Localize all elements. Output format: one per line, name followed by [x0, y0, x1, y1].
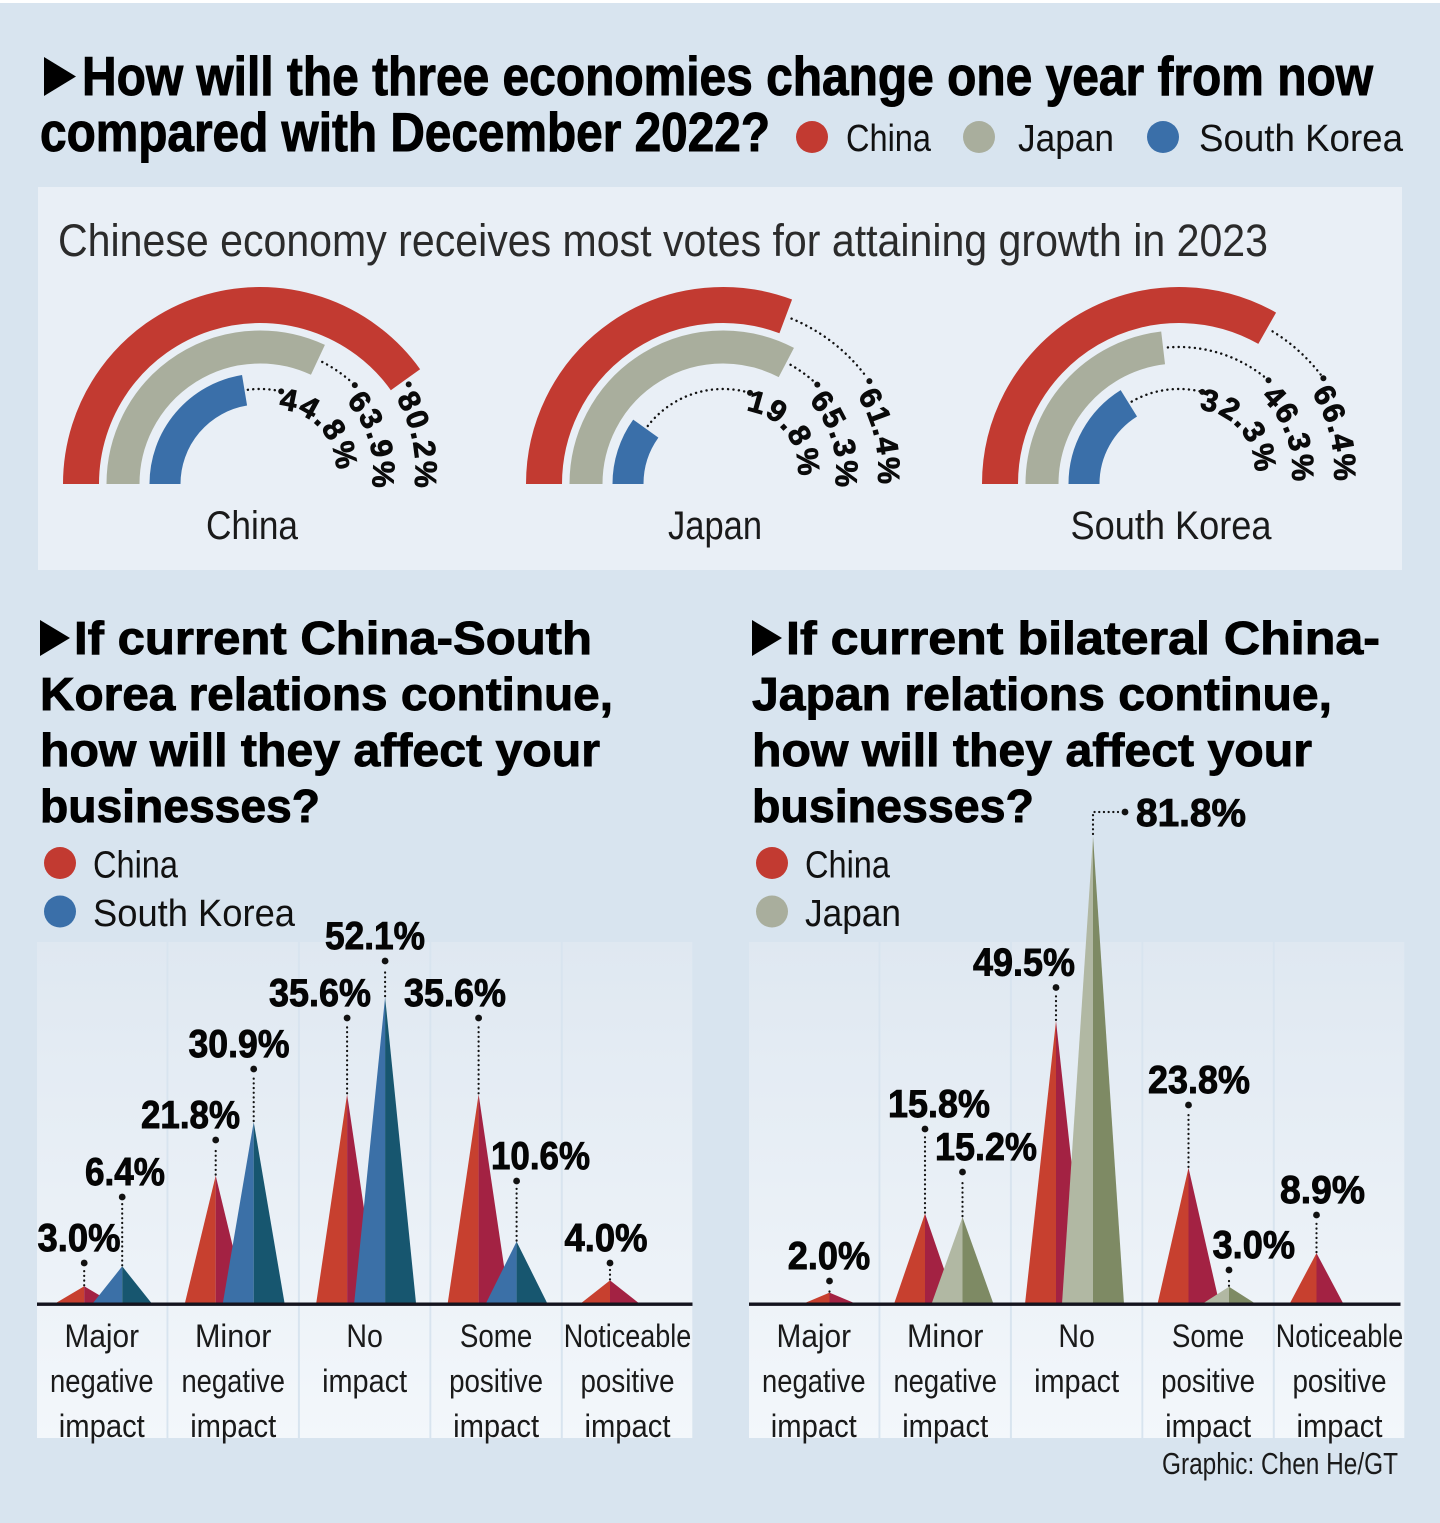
svg-text:No: No	[1058, 1318, 1095, 1354]
svg-text:23.8%: 23.8%	[1148, 1059, 1250, 1102]
svg-text:Some: Some	[460, 1318, 533, 1354]
svg-text:China: China	[93, 845, 179, 887]
svg-text:3.0%: 3.0%	[1213, 1224, 1296, 1267]
svg-text:81.8%: 81.8%	[1136, 792, 1246, 835]
svg-text:impact: impact	[453, 1408, 539, 1444]
svg-text:positive: positive	[1161, 1363, 1255, 1399]
svg-text:Japan: Japan	[1018, 118, 1114, 160]
svg-text:Noticeable: Noticeable	[564, 1318, 692, 1354]
svg-text:China: China	[805, 845, 891, 887]
svg-text:businesses?: businesses?	[40, 780, 320, 832]
svg-text:49.5%: 49.5%	[973, 942, 1075, 985]
svg-text:South Korea: South Korea	[1199, 118, 1404, 160]
svg-text:how will they affect your: how will they affect your	[752, 724, 1312, 776]
svg-text:negative: negative	[50, 1363, 154, 1399]
svg-text:China: China	[206, 504, 299, 548]
svg-text:Minor: Minor	[195, 1318, 272, 1354]
svg-text:6.4%: 6.4%	[85, 1151, 165, 1194]
svg-text:businesses?: businesses?	[752, 780, 1034, 832]
svg-text:No: No	[346, 1318, 383, 1354]
svg-text:Japan relations continue,: Japan relations continue,	[752, 668, 1332, 720]
svg-text:South Korea: South Korea	[1071, 504, 1273, 548]
svg-text:impact: impact	[585, 1408, 671, 1444]
svg-text:positive: positive	[449, 1363, 543, 1399]
svg-text:China: China	[846, 118, 932, 160]
svg-text:3.0%: 3.0%	[38, 1217, 121, 1260]
svg-text:21.8%: 21.8%	[141, 1094, 240, 1137]
svg-text:Major: Major	[777, 1318, 852, 1354]
svg-text:impact: impact	[902, 1408, 988, 1444]
svg-text:Major: Major	[65, 1318, 140, 1354]
svg-text:If current China-South: If current China-South	[74, 612, 592, 664]
svg-text:8.9%: 8.9%	[1280, 1169, 1365, 1212]
svg-text:how will they affect your: how will they affect your	[40, 724, 600, 776]
svg-text:4.0%: 4.0%	[565, 1217, 648, 1260]
svg-text:15.8%: 15.8%	[888, 1083, 990, 1126]
svg-text:impact: impact	[1034, 1363, 1119, 1399]
svg-text:Chinese economy receives most: Chinese economy receives most votes for …	[58, 215, 1268, 266]
svg-text:Minor: Minor	[907, 1318, 984, 1354]
svg-text:compared with December 2022?: compared with December 2022?	[40, 101, 770, 163]
svg-text:positive: positive	[581, 1363, 675, 1399]
svg-text:35.6%: 35.6%	[404, 972, 506, 1015]
svg-text:impact: impact	[1165, 1408, 1251, 1444]
svg-text:positive: positive	[1293, 1363, 1387, 1399]
svg-text:Japan: Japan	[805, 893, 901, 935]
svg-text:South Korea: South Korea	[93, 893, 296, 935]
svg-text:How will the three economies c: How will the three economies change one …	[82, 45, 1373, 107]
svg-text:Noticeable: Noticeable	[1276, 1318, 1404, 1354]
svg-text:Graphic: Chen He/GT: Graphic: Chen He/GT	[1162, 1446, 1398, 1481]
svg-text:negative: negative	[181, 1363, 285, 1399]
svg-text:impact: impact	[1297, 1408, 1383, 1444]
svg-text:negative: negative	[893, 1363, 997, 1399]
svg-text:If current bilateral China-: If current bilateral China-	[786, 612, 1380, 664]
svg-text:Korea relations continue,: Korea relations continue,	[40, 668, 613, 720]
svg-text:2.0%: 2.0%	[788, 1235, 871, 1278]
svg-text:Some: Some	[1172, 1318, 1245, 1354]
svg-text:30.9%: 30.9%	[189, 1023, 290, 1066]
svg-text:impact: impact	[59, 1408, 145, 1444]
svg-text:impact: impact	[322, 1363, 407, 1399]
svg-text:impact: impact	[190, 1408, 276, 1444]
svg-text:impact: impact	[771, 1408, 857, 1444]
svg-text:negative: negative	[762, 1363, 866, 1399]
svg-text:15.2%: 15.2%	[935, 1126, 1037, 1169]
svg-text:Japan: Japan	[668, 504, 762, 548]
svg-text:52.1%: 52.1%	[325, 915, 425, 958]
svg-text:10.6%: 10.6%	[491, 1135, 590, 1178]
svg-text:35.6%: 35.6%	[269, 972, 371, 1015]
